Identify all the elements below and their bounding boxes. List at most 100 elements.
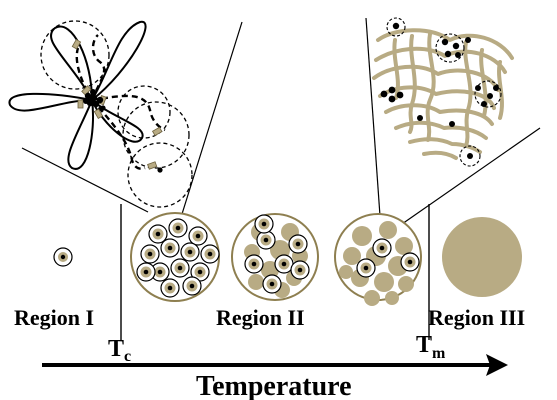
aggregate-circle <box>459 145 481 167</box>
melt-blob <box>379 221 397 239</box>
lamella-strand <box>422 150 458 160</box>
region-3-melt-disk <box>442 217 522 297</box>
micelle-core <box>177 265 183 271</box>
core-dot <box>396 91 404 99</box>
melt-blob <box>385 291 399 305</box>
tm-main: T <box>416 332 432 358</box>
core-dot <box>392 22 400 30</box>
micelle-core <box>407 259 413 265</box>
corona-circle <box>127 142 193 208</box>
micelle-core <box>167 245 173 251</box>
temperature-arrow-head <box>486 354 508 376</box>
micelle-core <box>60 254 66 260</box>
core-dot <box>449 121 455 127</box>
core-dot <box>475 85 481 91</box>
core-dot <box>487 93 493 99</box>
melt-blob <box>343 247 361 265</box>
micelle-core <box>207 251 213 257</box>
star-arm-loop <box>49 25 93 101</box>
lamella-strand <box>372 64 500 92</box>
core-dot <box>84 92 92 100</box>
sticker-group <box>147 161 158 170</box>
core-dot <box>441 38 449 46</box>
end-dot <box>157 167 163 173</box>
micelle-core <box>195 233 201 239</box>
micelle-core <box>251 261 257 267</box>
micelle-core <box>269 281 275 287</box>
core-dot <box>481 101 487 107</box>
melt-blob <box>395 237 413 255</box>
star-arm-loop <box>8 92 93 112</box>
lamella-strand <box>408 137 482 154</box>
micelle-core <box>187 249 193 255</box>
core-dot <box>92 100 100 108</box>
lamella-strand <box>408 34 417 134</box>
micelle-core <box>295 241 301 247</box>
sticker-group <box>77 99 84 109</box>
star-arm-loop <box>91 99 144 143</box>
lamella-strand <box>394 120 488 140</box>
aggregate-circle <box>474 80 502 108</box>
tc-subscript: c <box>124 348 131 365</box>
core-dot <box>380 90 388 98</box>
micelle-core <box>143 269 149 275</box>
core-dot <box>452 42 460 50</box>
sticker-group <box>81 85 92 96</box>
tm-symbol: Tm <box>416 332 446 362</box>
lamellar-network-inset <box>372 17 514 167</box>
micelle-core <box>379 245 385 251</box>
sticker-group <box>71 38 82 50</box>
single-micelle <box>53 247 73 267</box>
core-dot <box>83 98 89 104</box>
micelle-core <box>261 221 267 227</box>
core-dot <box>388 86 396 94</box>
micelle-core <box>157 269 163 275</box>
core-dot <box>493 85 499 91</box>
tc-symbol: Tc <box>108 336 131 365</box>
core-dot <box>90 89 96 95</box>
sticker-group <box>93 108 104 120</box>
dangling-chain <box>91 94 166 132</box>
star-arm-loop <box>91 20 147 101</box>
tm-subscript: m <box>432 345 446 362</box>
melt-blob <box>248 274 264 290</box>
region-2-aggregate <box>231 213 319 301</box>
melt-blob <box>398 276 414 292</box>
aggregate-circle <box>386 17 406 37</box>
core-dot <box>388 95 396 103</box>
lamella-strand <box>463 40 473 148</box>
tc-main: T <box>108 336 124 362</box>
micelle-core <box>197 269 203 275</box>
left-zoom-line-1 <box>21 147 149 213</box>
right-zoom-line-1 <box>365 17 381 217</box>
right-zoom-line-2 <box>401 127 541 225</box>
core-dot <box>96 96 104 104</box>
melt-blob <box>339 265 353 279</box>
melt-blob <box>364 290 380 306</box>
region-1-aggregate <box>130 212 220 302</box>
melt-blob <box>374 272 394 292</box>
melt-blob <box>261 261 279 279</box>
left-zoom-line-2 <box>181 21 243 215</box>
core-dot <box>465 37 471 43</box>
core-dot <box>455 52 461 58</box>
core-dot <box>90 94 98 102</box>
micelle-core <box>281 261 287 267</box>
micelle-core <box>189 283 195 289</box>
dangling-chain <box>90 34 106 101</box>
micelle-core <box>263 237 269 243</box>
lamella-strand <box>384 103 494 126</box>
core-dot <box>417 115 423 121</box>
corona-circle <box>40 20 110 90</box>
micelle-core <box>155 231 161 237</box>
core-dot <box>100 105 106 111</box>
region-1-label: Region I <box>14 305 94 330</box>
core-dot <box>444 50 452 58</box>
micelle-core <box>167 285 173 291</box>
micelle-core <box>147 251 153 257</box>
lamella-strand <box>425 32 436 142</box>
micelle-core <box>297 267 303 273</box>
region-3-label: Region III <box>428 305 525 330</box>
corona-circle <box>117 85 171 139</box>
